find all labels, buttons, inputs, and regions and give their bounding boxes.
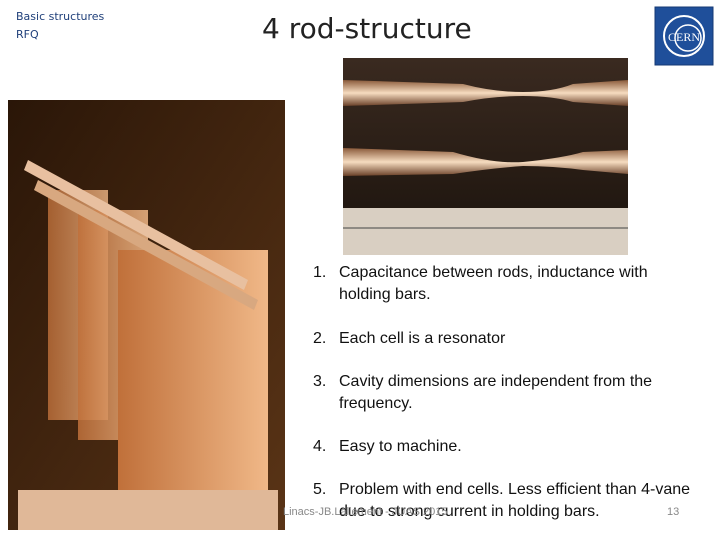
rods-photo <box>343 58 628 255</box>
page-number: 13 <box>667 506 680 518</box>
subsection-label: RFQ <box>16 28 39 41</box>
item-number: 1. <box>313 264 327 281</box>
item-text: Problem with end cells. Less efficient t… <box>339 481 691 520</box>
item-text: Each cell is a resonator <box>339 330 506 347</box>
item-number: 3. <box>313 373 327 390</box>
item-text: Easy to machine. <box>339 438 462 455</box>
structure-photo <box>8 100 285 530</box>
item-number: 2. <box>313 330 327 347</box>
item-number: 4. <box>313 438 327 455</box>
item-text: Capacitance between rods, inductance wit… <box>339 264 648 303</box>
list-item: 4. Easy to machine. <box>313 436 703 458</box>
item-text: Cavity dimensions are independent from t… <box>339 373 653 412</box>
slide-title: 4 rod-structure <box>262 12 472 45</box>
footer-text: Linacs-JB.Lallement - JUAS 2015 <box>283 506 448 518</box>
logo: CERN <box>654 6 714 66</box>
logo-text: CERN <box>668 30 700 44</box>
list-item: 2. Each cell is a resonator <box>313 328 703 350</box>
item-number: 5. <box>313 481 327 498</box>
list-item: 3. Cavity dimensions are independent from… <box>313 371 703 415</box>
section-label: Basic structures <box>16 10 105 23</box>
list-item: 1. Capacitance between rods, inductance w… <box>313 262 703 306</box>
list-item: 5. Problem with end cells. Less efficient… <box>313 479 703 523</box>
